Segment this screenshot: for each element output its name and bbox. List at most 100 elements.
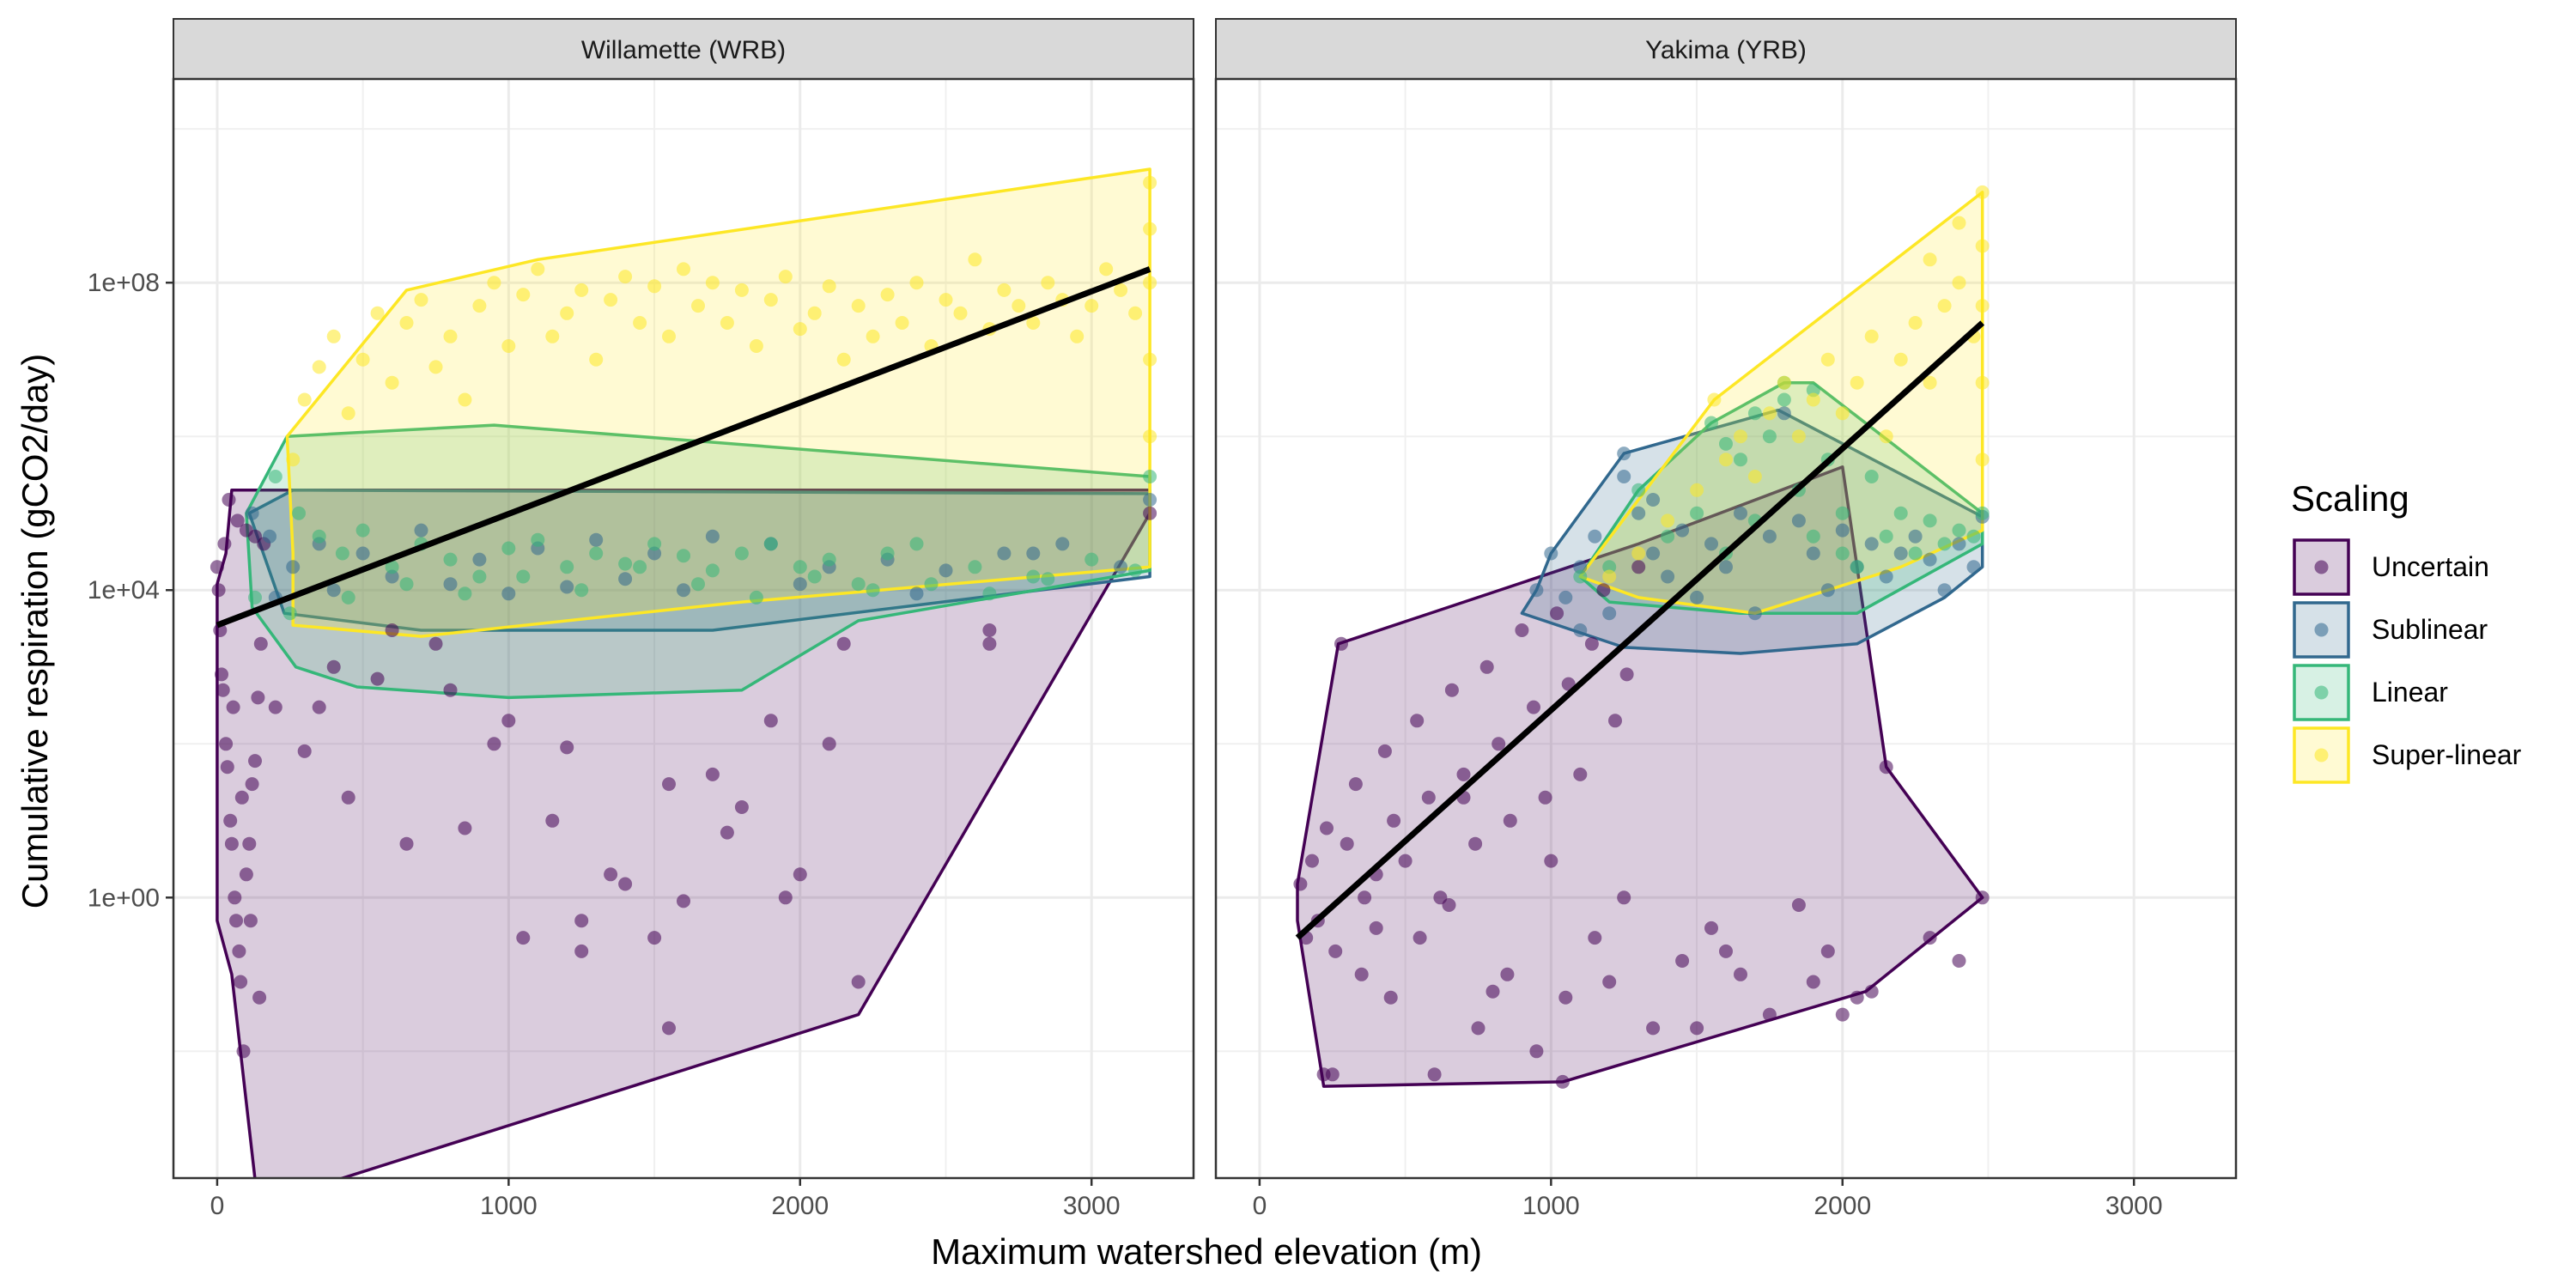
data-point	[618, 556, 633, 571]
data-point	[236, 1044, 251, 1059]
data-point	[574, 944, 589, 958]
data-point	[895, 316, 909, 330]
data-point	[516, 288, 531, 302]
facet-panel-2: Yakima (YRB) 0 1000 2000 3000	[1214, 18, 2238, 1220]
data-point	[228, 890, 242, 905]
data-point	[1952, 276, 1966, 290]
gridlines	[1216, 79, 2236, 1178]
data-point	[866, 329, 880, 343]
legend: Scaling Uncertain Sublinear Linear Super-li…	[2291, 478, 2522, 784]
data-point	[1762, 529, 1777, 544]
data-point	[229, 914, 243, 928]
data-point	[705, 767, 720, 781]
plot-area	[210, 167, 1157, 1178]
data-point	[1762, 429, 1777, 444]
data-point	[763, 293, 778, 307]
data-point	[1952, 523, 1966, 538]
data-point	[501, 714, 516, 728]
data-point	[677, 262, 690, 276]
data-point	[1631, 506, 1646, 520]
data-point	[1690, 506, 1704, 520]
data-point	[355, 546, 370, 561]
y-tick-label: 1e+00	[88, 884, 160, 912]
data-point	[691, 299, 705, 313]
data-point	[472, 569, 487, 584]
legend-item-linear: Linear	[2293, 664, 2448, 721]
data-point	[1806, 975, 1820, 989]
x-tick-label: 2000	[771, 1192, 829, 1220]
data-point	[355, 352, 370, 367]
data-point	[589, 352, 604, 367]
data-point	[1975, 375, 1990, 390]
trend-line	[216, 266, 1151, 629]
data-point	[248, 590, 262, 605]
data-point	[335, 546, 349, 561]
legend-item-super-linear: Super-linear	[2293, 726, 2522, 784]
data-point	[501, 339, 516, 353]
data-point	[224, 836, 239, 851]
data-point	[1937, 583, 1952, 598]
data-point	[1143, 429, 1157, 444]
data-point	[1675, 523, 1690, 538]
data-point	[1500, 967, 1515, 981]
data-point	[312, 700, 326, 714]
data-point	[793, 867, 807, 882]
data-point	[1334, 636, 1348, 651]
legend-title: Scaling	[2291, 478, 2409, 519]
data-point	[1707, 392, 1722, 407]
data-point	[1558, 990, 1573, 1005]
data-point	[1555, 1074, 1570, 1089]
data-point	[647, 546, 662, 561]
data-point	[414, 293, 428, 307]
data-point	[399, 316, 414, 330]
data-point	[909, 537, 924, 551]
data-point	[1114, 283, 1128, 297]
data-point	[1791, 513, 1806, 528]
x-axis-title: Maximum watershed elevation (m)	[931, 1231, 1482, 1272]
data-point	[1675, 954, 1690, 968]
data-point	[216, 683, 230, 697]
data-point	[836, 352, 851, 367]
data-point	[1835, 523, 1850, 538]
data-point	[1661, 513, 1675, 528]
data-point	[1631, 483, 1646, 497]
data-point	[1835, 546, 1850, 561]
data-point	[355, 523, 370, 538]
data-point	[458, 586, 472, 601]
data-point	[1602, 569, 1617, 584]
data-point	[312, 360, 326, 374]
data-point	[1340, 836, 1354, 851]
data-point	[1410, 714, 1425, 728]
data-point	[370, 306, 385, 320]
data-point	[487, 276, 501, 290]
data-point	[866, 583, 880, 598]
data-point	[341, 406, 355, 421]
data-point	[443, 683, 458, 697]
data-point	[574, 583, 589, 598]
data-point	[1544, 546, 1558, 561]
data-point	[1704, 537, 1718, 551]
data-point	[807, 306, 822, 320]
data-point	[1529, 1044, 1544, 1059]
data-point	[1734, 453, 1747, 467]
data-point	[1879, 429, 1893, 444]
data-point	[1293, 877, 1308, 891]
data-point	[1070, 329, 1084, 343]
data-point	[1835, 1007, 1850, 1022]
data-point	[472, 299, 487, 313]
data-point	[292, 506, 306, 520]
x-tick-label: 0	[210, 1192, 225, 1220]
data-point	[210, 560, 224, 574]
facet-strip-label: Yakima (YRB)	[1645, 36, 1807, 64]
data-point	[1602, 606, 1617, 621]
x-tick-label: 1000	[1522, 1192, 1580, 1220]
data-point	[1442, 898, 1456, 912]
data-point	[1879, 569, 1893, 584]
data-point	[545, 329, 560, 343]
data-point	[428, 360, 443, 374]
data-point	[1734, 967, 1747, 981]
data-point	[997, 283, 1012, 297]
data-point	[604, 293, 618, 307]
data-point	[326, 329, 341, 343]
y-tick-label: 1e+04	[88, 576, 160, 605]
